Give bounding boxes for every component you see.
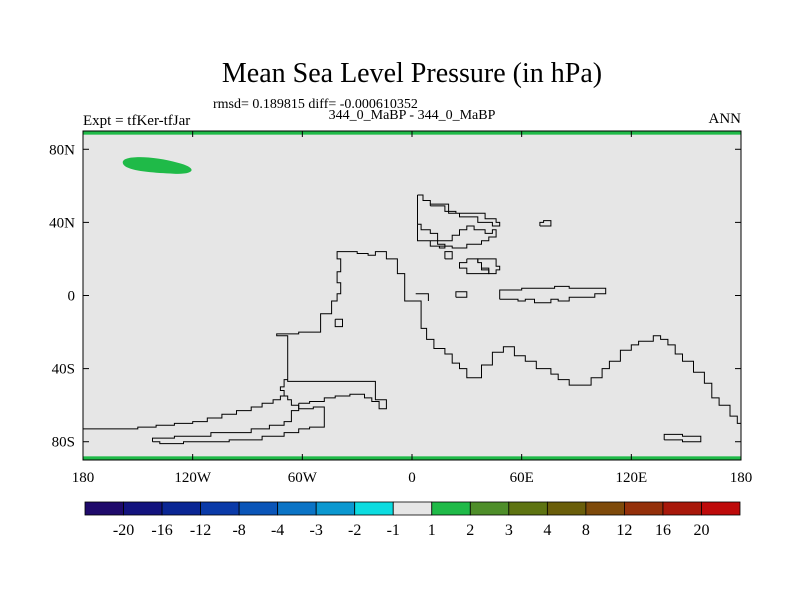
chart-left-label: Expt = tfKer-tfJar [83, 113, 190, 129]
chart-right-label: ANN [709, 111, 742, 127]
colorbar-label: -20 [113, 522, 134, 539]
colorbar: -20 -16 -12 -8 -4 -3 -2 -1 1 2 3 4 8 12 16 20 [84, 501, 741, 539]
colorbar-label: -4 [271, 522, 284, 539]
colorbar-swatch [624, 501, 664, 516]
colorbar-label: 4 [543, 522, 551, 539]
colorbar-label: 3 [505, 522, 513, 539]
coastline-segment-4 [415, 293, 429, 301]
colorbar-swatch [84, 501, 124, 516]
colorbar-swatch [238, 501, 279, 516]
map-plot-area [83, 131, 741, 460]
colorbar-swatch [546, 501, 587, 516]
coastline-segment-5 [499, 285, 607, 304]
colorbar-label: 2 [466, 522, 474, 539]
x-tick-label: 60W [288, 470, 318, 486]
colorbar-label: 12 [616, 522, 632, 539]
x-tick-label: 120W [174, 470, 212, 486]
colorbar-swatch [354, 501, 394, 516]
colorbar-swatch [701, 501, 741, 516]
chart-title: Mean Sea Level Pressure (in hPa) [222, 58, 602, 89]
colorbar-label: 1 [428, 522, 436, 539]
colorbar-label: -8 [232, 522, 245, 539]
colorbar-swatch [469, 501, 510, 516]
y-tick-label: 40N [49, 215, 75, 231]
colorbar-label: -2 [348, 522, 361, 539]
colorbar-label: -1 [387, 522, 400, 539]
colorbar-label: 16 [655, 522, 671, 539]
coastline-segment-16 [663, 433, 702, 443]
axis-ticks: 180 120W 60W 0 60E 120E 180 80N 40N 0 40S 80S [49, 131, 752, 486]
chart-center-label: 344_0_MaBP - 344_0_MaBP [329, 108, 496, 123]
colorbar-swatch [200, 501, 240, 516]
colorbar-swatch [123, 501, 163, 516]
colorbar-label: -3 [310, 522, 323, 539]
y-tick-label: 80S [52, 435, 75, 451]
colorbar-swatch [431, 501, 471, 516]
colorbar-swatch [585, 501, 625, 516]
x-tick-label: 120E [615, 470, 647, 486]
coastline-segment-14 [334, 318, 343, 328]
colorbar-swatch [392, 501, 433, 516]
coastline-segment-7 [429, 203, 501, 227]
coastline-segment-0 [83, 379, 288, 430]
colorbar-swatch [315, 501, 356, 516]
x-tick-label: 180 [72, 470, 95, 486]
coastline-segment-15 [455, 291, 468, 298]
colorbar-swatch [277, 501, 317, 516]
coastline-segment-13 [539, 220, 552, 227]
coastline-layer [83, 194, 741, 445]
colorbar-swatch [508, 501, 548, 516]
coastline-segment-1 [152, 395, 300, 442]
colorbar-swatch [662, 501, 702, 516]
coastline-segment-3 [276, 251, 741, 424]
colorbar-label: -12 [190, 522, 211, 539]
coastline-segment-2 [152, 403, 325, 445]
colorbar-label: 20 [693, 522, 709, 539]
x-tick-label: 180 [730, 470, 753, 486]
y-tick-label: 80N [49, 142, 75, 158]
coastline-segment-6 [417, 223, 497, 249]
coastline-segment-12 [444, 251, 453, 260]
y-tick-label: 40S [52, 362, 75, 378]
x-tick-label: 60E [510, 470, 534, 486]
coastline-segment-8 [417, 194, 431, 205]
colorbar-label: 8 [582, 522, 590, 539]
y-tick-label: 0 [68, 289, 76, 305]
x-tick-label: 0 [408, 470, 416, 486]
anomaly-arctic-blob [122, 157, 192, 174]
colorbar-swatch [161, 501, 201, 516]
chart-subtitle: rmsd= 0.189815 diff= -0.000610352 [213, 97, 418, 112]
colorbar-label: -16 [151, 522, 172, 539]
coastline-segment-11 [477, 258, 501, 275]
